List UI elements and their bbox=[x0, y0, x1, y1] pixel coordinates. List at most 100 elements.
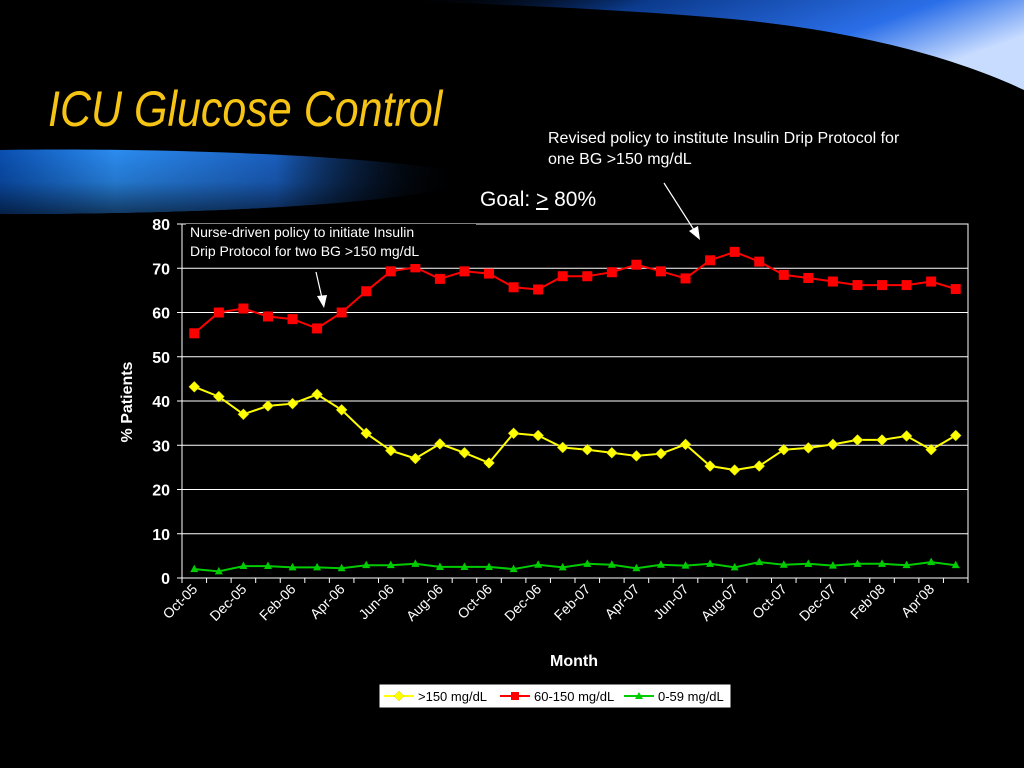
y-tick-label: 60 bbox=[152, 306, 170, 323]
data-point bbox=[361, 286, 372, 297]
legend-label-60-150: 60-150 mg/dL bbox=[534, 689, 614, 704]
slide-title: ICU Glucose Control bbox=[48, 81, 443, 137]
data-point bbox=[607, 560, 616, 568]
data-point bbox=[533, 284, 544, 295]
x-tick-label: Dec-06 bbox=[501, 581, 544, 624]
data-point bbox=[729, 246, 740, 257]
goal-label: Goal: > 80% bbox=[480, 188, 596, 212]
goal-symbol: > bbox=[536, 188, 549, 211]
data-point bbox=[900, 430, 913, 442]
data-point bbox=[335, 403, 348, 416]
x-tick-label: Oct-06 bbox=[454, 581, 495, 622]
data-point bbox=[803, 272, 814, 283]
data-point bbox=[878, 559, 887, 567]
data-point bbox=[360, 427, 373, 440]
x-tick-label: Aug-06 bbox=[403, 581, 446, 624]
data-point bbox=[311, 388, 323, 401]
data-point bbox=[853, 559, 862, 567]
x-tick-label: Apr'08 bbox=[898, 581, 938, 621]
data-point bbox=[851, 434, 864, 446]
data-point bbox=[902, 560, 911, 569]
x-axis-label: Month bbox=[550, 653, 598, 670]
data-point bbox=[655, 447, 667, 460]
x-tick-labels: Oct-05 Dec-05 Feb-06 Apr-06 Jun-06 Aug-06 Oct-… bbox=[159, 581, 937, 624]
y-tick-label: 10 bbox=[152, 527, 170, 544]
x-tick-label: Apr-07 bbox=[601, 581, 642, 622]
data-point bbox=[827, 276, 838, 287]
data-point bbox=[753, 460, 766, 472]
legend-marker-triangle bbox=[635, 692, 643, 699]
data-point bbox=[901, 280, 912, 291]
legend-label-0-59: 0-59 mg/dL bbox=[658, 689, 724, 704]
annotation-left-line2: Drip Protocol for two BG >150 mg/dL bbox=[190, 243, 419, 259]
data-point bbox=[951, 560, 960, 569]
data-point bbox=[777, 443, 790, 456]
data-point bbox=[288, 562, 297, 571]
data-point bbox=[337, 563, 346, 572]
data-point bbox=[557, 271, 568, 282]
legend-item-gt150: >150 mg/dL bbox=[384, 689, 487, 704]
legend-box bbox=[378, 683, 732, 709]
data-point bbox=[656, 560, 665, 568]
data-point bbox=[485, 562, 494, 570]
data-point bbox=[730, 562, 739, 571]
x-tick-label: Feb-06 bbox=[256, 581, 299, 624]
data-point bbox=[384, 444, 397, 457]
data-point bbox=[779, 560, 788, 568]
x-tick-label: Aug-07 bbox=[698, 581, 741, 624]
data-point bbox=[655, 266, 666, 277]
title-band-shade bbox=[0, 149, 461, 214]
data-point bbox=[754, 256, 765, 267]
y-tick-labels: 0 10 20 30 40 50 60 70 80 bbox=[152, 217, 170, 588]
data-point bbox=[925, 443, 938, 456]
data-point bbox=[189, 328, 200, 339]
data-point bbox=[263, 561, 272, 570]
data-point bbox=[212, 390, 225, 403]
x-tick-label: Feb-07 bbox=[551, 581, 594, 624]
y-tick-label: 80 bbox=[152, 217, 170, 234]
data-point bbox=[877, 280, 888, 291]
data-point bbox=[681, 561, 690, 569]
data-point bbox=[286, 397, 299, 410]
data-point bbox=[558, 562, 567, 571]
data-point bbox=[606, 267, 617, 278]
data-point bbox=[484, 268, 495, 279]
y-axis-label: % Patients bbox=[119, 361, 136, 442]
data-point bbox=[950, 284, 961, 295]
legend-label-gt150: >150 mg/dL bbox=[418, 689, 487, 704]
data-point bbox=[313, 562, 322, 571]
data-point bbox=[434, 273, 445, 284]
data-point bbox=[312, 323, 323, 334]
data-point bbox=[336, 307, 347, 318]
x-tick-label: Dec-05 bbox=[206, 581, 249, 624]
y-tick-label: 30 bbox=[152, 438, 170, 455]
y-tick-label: 40 bbox=[152, 394, 170, 411]
data-point bbox=[213, 307, 224, 318]
legend: >150 mg/dL 60-150 mg/dL 0-59 mg/dL bbox=[378, 683, 732, 709]
y-tick-label: 20 bbox=[152, 483, 170, 500]
data-point bbox=[804, 559, 813, 567]
data-point bbox=[802, 442, 815, 454]
data-point bbox=[828, 561, 837, 569]
data-point bbox=[926, 276, 937, 287]
data-point bbox=[190, 564, 199, 573]
data-point bbox=[434, 438, 446, 450]
data-point bbox=[239, 561, 248, 570]
data-point bbox=[411, 559, 420, 567]
legend-item-0-59: 0-59 mg/dL bbox=[624, 689, 724, 704]
y-tick-label: 0 bbox=[161, 571, 170, 588]
arrow-left bbox=[315, 271, 327, 308]
data-point bbox=[262, 311, 273, 322]
data-point bbox=[827, 438, 839, 451]
arrow-right bbox=[663, 182, 700, 240]
data-point bbox=[410, 262, 421, 273]
data-point bbox=[385, 266, 396, 277]
data-point bbox=[679, 438, 692, 451]
data-point bbox=[927, 557, 936, 566]
data-point bbox=[459, 266, 470, 277]
data-point bbox=[778, 269, 789, 280]
data-point bbox=[852, 280, 863, 291]
data-point bbox=[458, 446, 471, 459]
data-point bbox=[949, 429, 962, 442]
